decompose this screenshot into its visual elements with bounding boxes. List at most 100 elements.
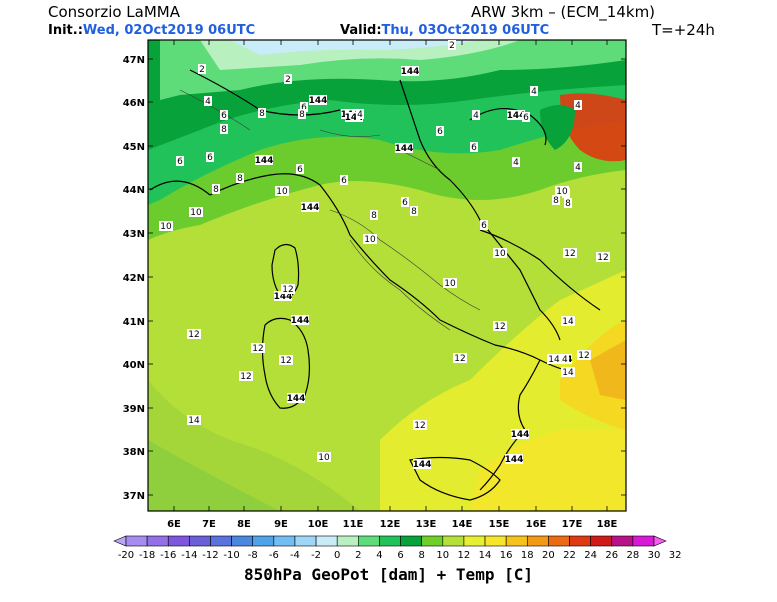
colorbar-label: -10 xyxy=(223,550,239,561)
contour-label-bg xyxy=(198,64,206,74)
contour-label: 14 xyxy=(548,355,560,365)
contour-label: 6 xyxy=(341,176,347,186)
contour-label-bg xyxy=(505,454,523,464)
contour-label-bg xyxy=(493,321,507,331)
colorbar-cell xyxy=(379,535,401,547)
contour-label: 4 xyxy=(205,97,211,107)
contour-label-bg xyxy=(291,315,309,325)
contour-label: 14 xyxy=(188,416,200,426)
contour-label: 12 xyxy=(240,372,251,382)
contour-label-bg xyxy=(287,393,305,403)
lat-label: 47N xyxy=(123,55,145,66)
contour-label-bg xyxy=(561,316,575,326)
contour-label-bg xyxy=(356,109,364,119)
init-label: Init.: xyxy=(48,23,83,38)
contour-label: 8 xyxy=(213,185,219,195)
latitude-labels: 47N 46N 45N 44N 43N 42N 41N 40N 39N 38N 37N xyxy=(123,55,145,502)
colorbar-cell xyxy=(125,535,148,547)
lat-label: 39N xyxy=(123,404,145,415)
contour-label-bg xyxy=(274,291,292,301)
colorbar-label: -8 xyxy=(248,550,258,561)
colorbar-arrow-left xyxy=(113,535,127,547)
colorbar-label: -20 xyxy=(118,550,134,561)
axis-ticks xyxy=(148,40,626,511)
contour-label: 4 xyxy=(513,158,519,168)
contour-label: 12 xyxy=(494,322,505,332)
contour-label-bg xyxy=(472,110,480,120)
colorbar-label: 18 xyxy=(521,550,534,561)
colorbar-cell xyxy=(252,535,275,547)
contour-label: 2 xyxy=(285,75,291,85)
colorbar-label: 14 xyxy=(479,550,492,561)
contour-label-bg xyxy=(258,108,266,118)
contour-label-bg xyxy=(401,66,419,76)
contour-label-bg xyxy=(187,329,201,339)
contour-label-bg xyxy=(345,112,363,122)
colorbar-label: 26 xyxy=(605,550,618,561)
colorbar-label: -14 xyxy=(181,550,197,561)
colorbar-title: 850hPa GeoPot [dam] + Temp [C] xyxy=(244,565,533,584)
model-title: ARW 3km – (ECM_14km) xyxy=(471,3,656,21)
colorbar-cell xyxy=(231,535,254,547)
colorbar-label: -6 xyxy=(269,550,279,561)
colorbar-arrow-right xyxy=(653,535,667,547)
contour-label: 144 xyxy=(274,292,293,302)
colorbar-label: 30 xyxy=(648,550,661,561)
contour-label-bg xyxy=(220,124,228,134)
contour-label: 144 xyxy=(301,203,320,213)
contour-label-bg xyxy=(413,459,431,469)
colorbar-cell xyxy=(484,535,507,547)
contour-label-bg xyxy=(309,95,327,105)
contour-label: 12 xyxy=(564,249,575,259)
colorbar-cell xyxy=(273,535,296,547)
contour-label-bg xyxy=(340,175,348,185)
colorbar-cell xyxy=(336,535,359,547)
contour-label: 2 xyxy=(449,41,455,51)
contour-label-bg xyxy=(159,221,173,231)
contour-label-bg xyxy=(279,355,293,365)
colorbar-label: 32 xyxy=(669,550,682,561)
contour-label-bg xyxy=(255,155,273,165)
contour-label-bg xyxy=(552,195,560,205)
contour-label: 6 xyxy=(301,103,307,113)
contour-label: 4 xyxy=(575,163,581,173)
contour-label-bg xyxy=(596,252,610,262)
lat-label: 41N xyxy=(123,317,145,328)
lat-label: 46N xyxy=(123,98,145,109)
contour-label-bg xyxy=(284,74,292,84)
contour-label-bg xyxy=(574,162,582,172)
contour-label-bg xyxy=(296,164,304,174)
lon-label: 9E xyxy=(274,519,288,530)
contour-label-bg xyxy=(363,234,377,244)
colorbar-cell xyxy=(569,535,591,547)
colorbar-cell xyxy=(442,535,465,547)
colorbar-cell xyxy=(463,535,486,547)
lon-label: 11E xyxy=(343,519,364,530)
contour-label-bg xyxy=(522,112,530,122)
contour-label-bg xyxy=(413,420,427,430)
lon-label: 17E xyxy=(562,519,583,530)
contour-label-bg xyxy=(239,371,253,381)
contour-label: 10 xyxy=(276,187,288,197)
contour-label: 12 xyxy=(282,285,293,295)
contour-label: 6 xyxy=(481,221,487,231)
colorbar-label: -2 xyxy=(311,550,321,561)
colorbar-label: 0 xyxy=(334,550,340,561)
contour-label: 144 xyxy=(395,144,414,154)
colorbar-label: -16 xyxy=(160,550,176,561)
contour-label-bg xyxy=(317,452,331,462)
org-title: Consorzio LaMMA xyxy=(48,3,180,21)
contour-label: 14 xyxy=(562,368,574,378)
lon-label: 18E xyxy=(597,519,618,530)
contour-label: 10 xyxy=(444,279,456,289)
contour-label-bg xyxy=(300,102,308,112)
contour-label: 12 xyxy=(454,354,465,364)
contour-label: 144 xyxy=(291,316,310,326)
contour-label: 6 xyxy=(437,127,443,137)
colorbar xyxy=(113,535,667,547)
contour-label: 12 xyxy=(280,356,291,366)
contour-label: 8 xyxy=(221,125,227,135)
colorbar-label: 12 xyxy=(458,550,471,561)
contour-label: 12 xyxy=(252,344,263,354)
colorbar-cell xyxy=(315,535,338,547)
